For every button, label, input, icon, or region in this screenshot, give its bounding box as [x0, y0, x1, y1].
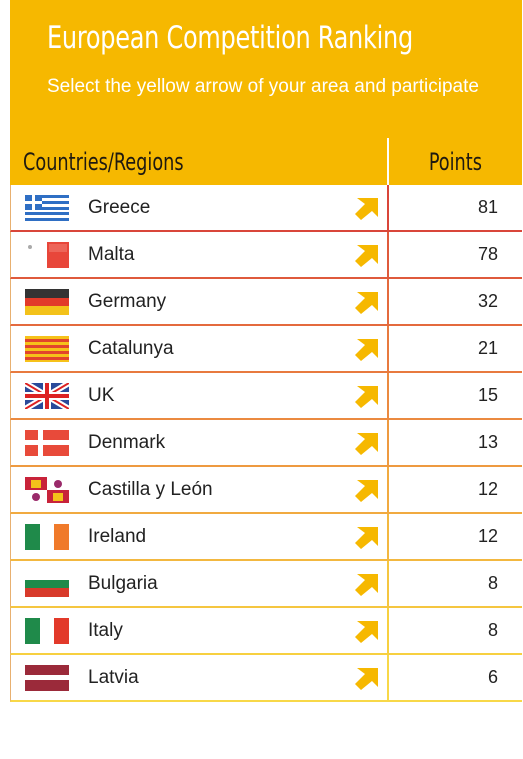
table-row: Denmark 13: [10, 420, 522, 467]
region-name: Ireland: [88, 525, 147, 547]
greece-flag-icon: [25, 194, 69, 221]
region-cell: Germany: [11, 279, 389, 324]
points-cell: 8: [487, 573, 498, 593]
header: European Competition Ranking Select the …: [10, 0, 522, 138]
points-cell: 12: [477, 479, 498, 499]
table-row: Italy 8: [10, 608, 522, 655]
table-row: Malta 78: [10, 232, 522, 279]
table-row: Ireland 12: [10, 514, 522, 561]
germany-flag-icon: [25, 288, 69, 315]
table-row: Castilla y León 12: [10, 467, 522, 514]
italy-flag-icon: [25, 617, 69, 644]
region-cell: Malta: [11, 232, 389, 277]
points-cell: 15: [477, 385, 498, 405]
page-title: European Competition Ranking: [47, 20, 413, 56]
region-name: Greece: [88, 196, 151, 218]
region-name: Castilla y León: [88, 478, 213, 500]
page-subtitle: Select the yellow arrow of your area and…: [47, 76, 479, 97]
participate-arrow-icon[interactable]: [354, 665, 381, 690]
participate-arrow-icon[interactable]: [354, 289, 381, 314]
points-cell: 13: [477, 432, 498, 452]
uk-flag-icon: [23, 379, 71, 412]
column-header-points: Points: [389, 138, 522, 185]
points-cell: 32: [477, 291, 498, 311]
points-cell: 81: [477, 197, 498, 217]
castilla-leon-flag-icon: [25, 476, 69, 503]
points-cell: 21: [477, 338, 498, 358]
malta-flag-icon: [25, 241, 69, 268]
table-row: Latvia 6: [10, 655, 522, 702]
table-row: Bulgaria 8: [10, 561, 522, 608]
region-name: Malta: [88, 243, 135, 265]
ranking-widget: European Competition Ranking Select the …: [10, 0, 522, 702]
table-row: UK 15: [10, 373, 522, 420]
region-name: Catalunya: [88, 337, 174, 359]
region-name: Italy: [88, 619, 123, 641]
participate-arrow-icon[interactable]: [354, 383, 381, 408]
table-header: Countries/Regions Points: [10, 138, 522, 185]
region-name: Bulgaria: [88, 572, 158, 594]
column-header-points-label: Points: [428, 147, 483, 176]
column-header-region-label: Countries/Regions: [23, 147, 184, 176]
region-cell: Denmark: [11, 420, 389, 465]
region-cell: Catalunya: [11, 326, 389, 371]
region-name: Latvia: [88, 666, 139, 688]
participate-arrow-icon[interactable]: [354, 195, 381, 220]
participate-arrow-icon[interactable]: [354, 571, 381, 596]
column-header-region: Countries/Regions: [10, 138, 389, 185]
participate-arrow-icon[interactable]: [354, 336, 381, 361]
ireland-flag-icon: [25, 523, 69, 550]
region-cell: Ireland: [11, 514, 389, 559]
region-cell: Castilla y León: [11, 467, 389, 512]
region-cell: Greece: [11, 185, 389, 230]
region-cell: UK: [11, 373, 389, 418]
region-cell: Latvia: [11, 655, 389, 700]
region-cell: Italy: [11, 608, 389, 653]
region-name: Germany: [88, 290, 167, 312]
region-name: Denmark: [88, 431, 166, 453]
participate-arrow-icon[interactable]: [354, 524, 381, 549]
participate-arrow-icon[interactable]: [354, 430, 381, 455]
table-row: Greece 81: [10, 185, 522, 232]
catalunya-flag-icon: [25, 335, 69, 362]
points-cell: 12: [477, 526, 498, 546]
participate-arrow-icon[interactable]: [354, 618, 381, 643]
region-cell: Bulgaria: [11, 561, 389, 606]
points-cell: 6: [487, 667, 498, 687]
table-row: Catalunya 21: [10, 326, 522, 373]
ranking-list: Greece 81 Malta 78 Germany 32 Catalunya: [10, 185, 522, 702]
denmark-flag-icon: [25, 429, 69, 456]
latvia-flag-icon: [25, 664, 69, 691]
region-name: UK: [88, 384, 115, 406]
points-cell: 78: [477, 244, 498, 264]
bulgaria-flag-icon: [25, 570, 69, 597]
table-row: Germany 32: [10, 279, 522, 326]
participate-arrow-icon[interactable]: [354, 477, 381, 502]
participate-arrow-icon[interactable]: [354, 242, 381, 267]
points-cell: 8: [487, 620, 498, 640]
